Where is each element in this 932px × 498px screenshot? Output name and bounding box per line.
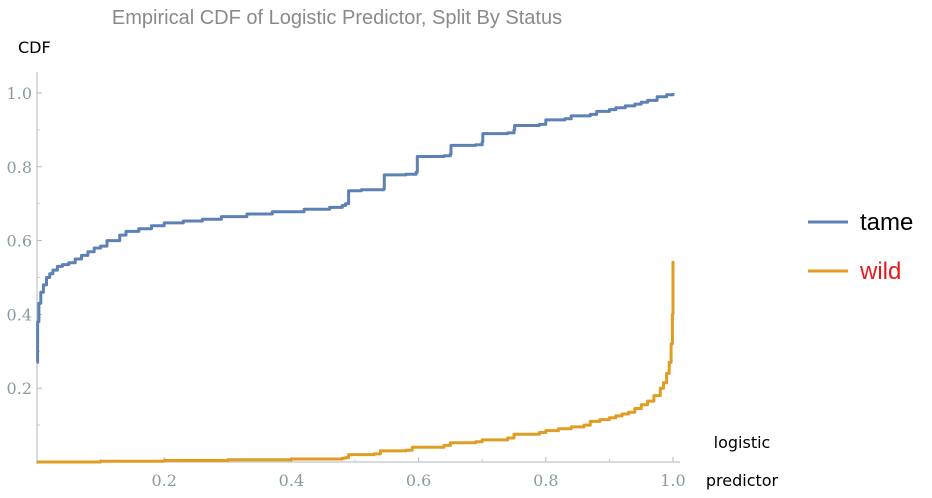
series-line-tame bbox=[36, 93, 675, 364]
chart-title: Empirical CDF of Logistic Predictor, Spl… bbox=[112, 7, 562, 29]
x-tick-label: 0.4 bbox=[279, 471, 304, 490]
y-axis-label: CDF bbox=[18, 38, 51, 57]
legend-label-wild: wild bbox=[859, 258, 901, 285]
legend: tame wild bbox=[808, 209, 913, 285]
y-tick-label: 0.8 bbox=[7, 158, 32, 177]
series-line-wild bbox=[37, 260, 675, 464]
x-tick-label: 1.0 bbox=[660, 471, 685, 490]
y-tick-label: 0.6 bbox=[7, 232, 32, 251]
x-tick-label: 0.2 bbox=[151, 471, 176, 490]
legend-label-tame: tame bbox=[860, 209, 913, 236]
x-axis-label-line1: logistic bbox=[714, 433, 771, 452]
y-tick-label: 0.2 bbox=[7, 379, 32, 398]
series-layer bbox=[36, 93, 675, 464]
x-tick-label: 0.8 bbox=[533, 471, 558, 490]
x-axis-label-line2: predictor bbox=[706, 471, 779, 490]
y-tick-label: 0.4 bbox=[7, 305, 32, 324]
y-tick-label: 1.0 bbox=[7, 84, 32, 103]
x-tick-label: 0.6 bbox=[406, 471, 431, 490]
